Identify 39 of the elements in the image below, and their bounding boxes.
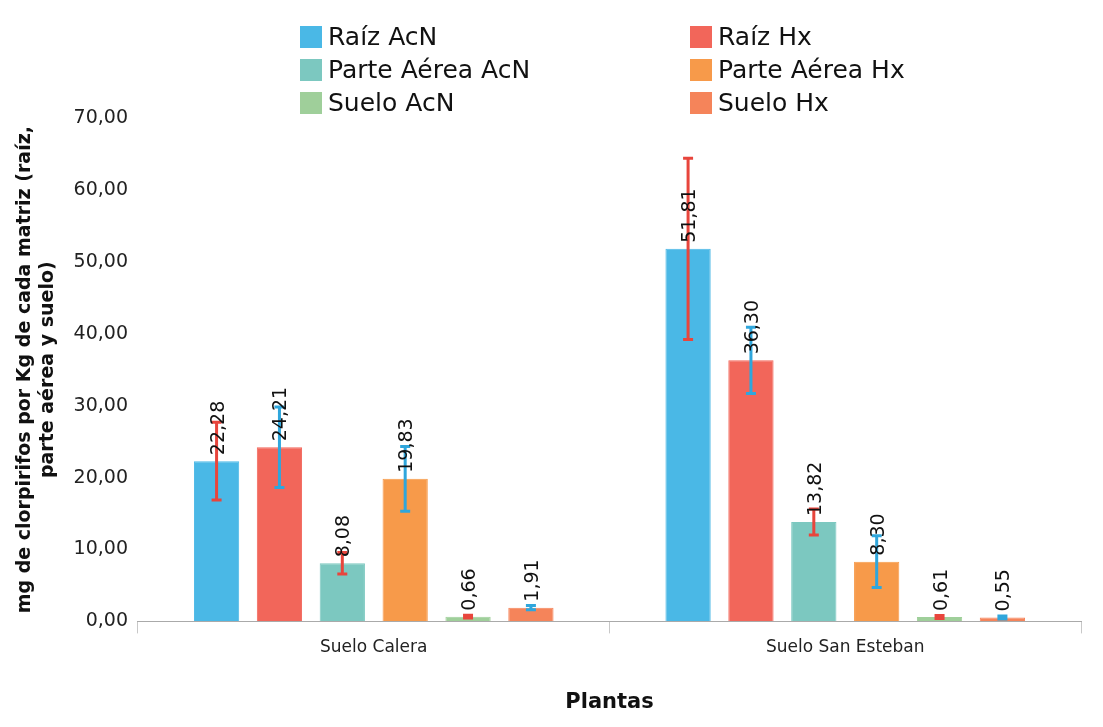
legend-label: Raíz AcN: [328, 22, 438, 51]
data-label: 0,55: [991, 569, 1014, 612]
legend-label: Parte Aérea AcN: [328, 55, 531, 84]
legend-label: Raíz Hx: [718, 22, 812, 51]
y-tick-label: 70,00: [73, 104, 128, 127]
data-label: 36,30: [739, 299, 762, 355]
data-label: 1,91: [519, 559, 542, 602]
bar: [665, 248, 711, 621]
bar: [319, 563, 365, 621]
y-tick-label: 10,00: [73, 536, 128, 559]
bar: [193, 461, 240, 621]
data-label: 0,66: [457, 568, 480, 611]
data-label: 8,30: [865, 513, 888, 556]
bar: [791, 522, 837, 621]
bar: [256, 447, 303, 621]
legend-label: Suelo AcN: [328, 88, 455, 117]
y-tick-label: 50,00: [73, 248, 128, 271]
legend-label: Parte Aérea Hx: [718, 55, 905, 84]
data-label: 51,81: [677, 188, 700, 243]
data-label: 22,28: [205, 400, 228, 456]
bar: [728, 360, 774, 621]
bar: [854, 561, 900, 621]
bar: [382, 478, 428, 621]
data-label: 24,21: [268, 386, 291, 442]
data-label: 0,61: [928, 568, 951, 612]
y-tick-label: 30,00: [73, 392, 128, 415]
x-tick-label: Suelo San Esteban: [765, 636, 925, 657]
y-axis-title: mg de clorpirifos por Kg de cada matriz (raíz, parte aérea y suelo): [12, 126, 58, 614]
data-label: 19,83: [394, 418, 417, 473]
legend-label: Suelo Hx: [718, 88, 829, 117]
y-tick-label: 0,00: [85, 608, 128, 631]
y-tick-label: 60,00: [73, 176, 128, 199]
y-tick-label: 40,00: [73, 320, 128, 343]
data-label: 8,08: [331, 514, 354, 558]
bar: [508, 607, 554, 621]
x-tick-label: Suelo Calera: [320, 636, 428, 657]
x-axis-title: Plantas: [565, 688, 654, 713]
data-label: 13,82: [802, 461, 825, 517]
y-tick-label: 20,00: [73, 464, 128, 487]
